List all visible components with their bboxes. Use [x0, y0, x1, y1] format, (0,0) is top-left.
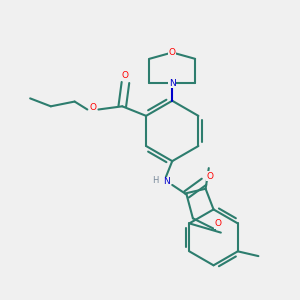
Text: N: N [163, 177, 170, 186]
Text: O: O [89, 103, 96, 112]
Text: O: O [169, 48, 176, 57]
Text: H: H [152, 176, 159, 185]
Text: O: O [215, 219, 222, 228]
Text: O: O [122, 71, 129, 80]
Text: N: N [169, 79, 175, 88]
Text: O: O [206, 172, 213, 181]
